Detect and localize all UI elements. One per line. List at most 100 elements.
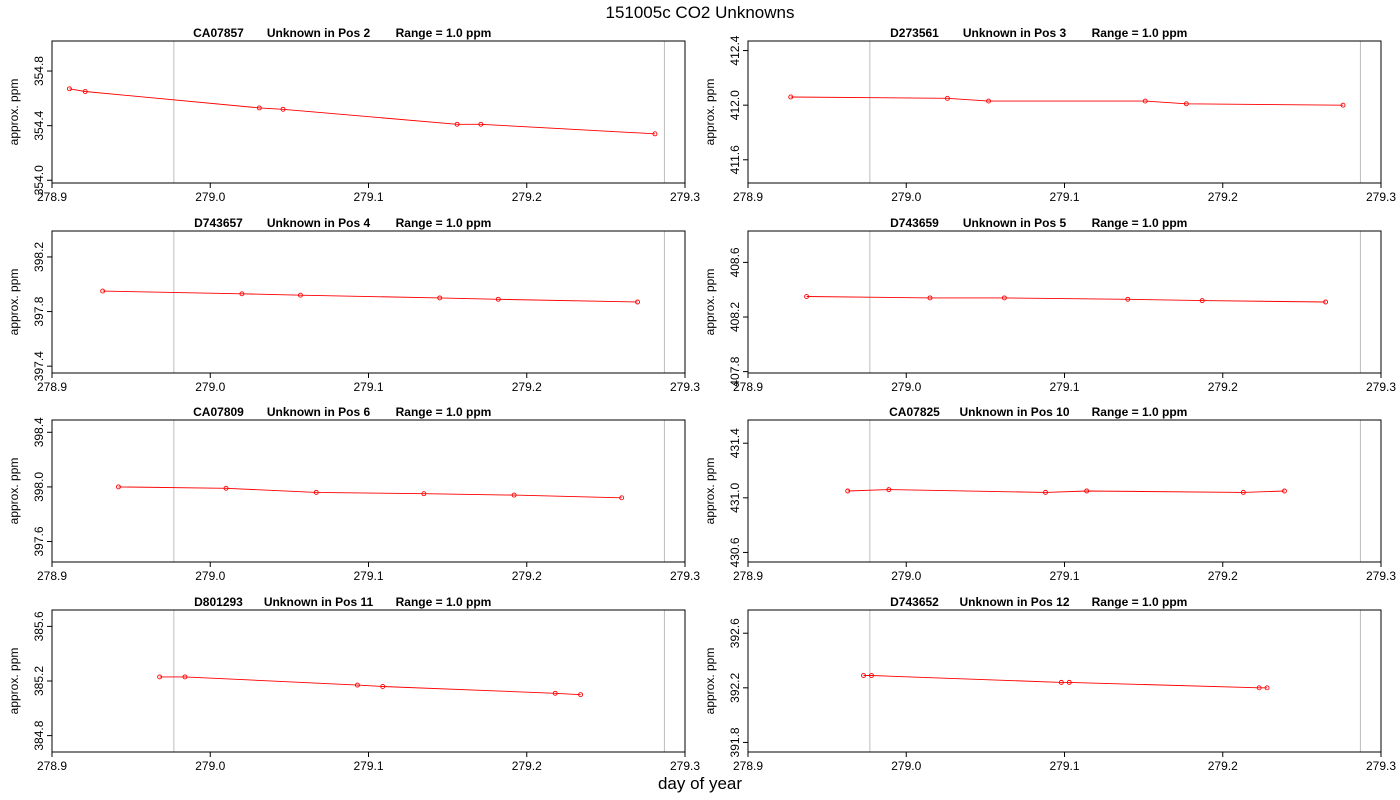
panel-5-xtick-label-5: 279.3 bbox=[670, 569, 700, 583]
chart-main-title: 151005c CO2 Unknowns bbox=[605, 3, 795, 22]
panel-6-y-axis-label: approx. ppm bbox=[703, 458, 717, 525]
panel-1-xtick-label-3: 279.1 bbox=[353, 190, 383, 204]
panel-6-point-5 bbox=[1240, 489, 1246, 495]
panel-1-point-1 bbox=[66, 86, 72, 92]
panel-3-xtick-label-5: 279.3 bbox=[670, 380, 700, 394]
panel-5-ytick-label-1: 397.6 bbox=[32, 526, 46, 556]
panel-5-point-1 bbox=[116, 484, 121, 490]
panel-3-ytick-label-1: 397.4 bbox=[32, 351, 46, 381]
panel-8-frame bbox=[747, 609, 1382, 753]
panel-2-y-axis-label: approx. ppm bbox=[703, 79, 717, 146]
panel-6-subtitle: Unknown in Pos 10 bbox=[959, 405, 1069, 419]
panel-5-range-text: Range = 1.0 ppm bbox=[396, 405, 492, 419]
panel-3-subtitle: Unknown in Pos 4 bbox=[267, 216, 371, 230]
panel-1-xtick-label-4: 279.2 bbox=[512, 190, 542, 204]
panel-5-point-4 bbox=[421, 491, 427, 497]
panel-3-xtick-label-1: 278.9 bbox=[37, 380, 67, 394]
panel-4-y-axis-label: approx. ppm bbox=[703, 269, 717, 336]
panel-5-xtick-label-3: 279.1 bbox=[353, 569, 383, 583]
panel-3-point-6 bbox=[635, 299, 640, 305]
panel-7-ytick-label-3: 385.6 bbox=[32, 611, 46, 641]
panel-8-point-4 bbox=[1066, 679, 1072, 685]
panel-5-frame bbox=[51, 419, 686, 563]
panel-1-point-2 bbox=[82, 89, 88, 94]
panel-8-point-2 bbox=[868, 673, 874, 678]
panel-8-point-6 bbox=[1264, 685, 1270, 691]
panel-8-point-5 bbox=[1256, 685, 1262, 691]
panel-2-xtick-label-1: 278.9 bbox=[733, 190, 763, 204]
panel-5-y-axis-label: approx. ppm bbox=[7, 458, 21, 525]
panel-8-xtick-label-2: 279.0 bbox=[891, 759, 921, 773]
panel-3-range-text: Range = 1.0 ppm bbox=[396, 216, 492, 230]
panel-8-point-1 bbox=[861, 673, 866, 678]
panel-1-point-7 bbox=[652, 131, 658, 137]
panel-5-ytick-label-2: 398.0 bbox=[32, 472, 46, 502]
panel-3-point-3 bbox=[298, 292, 303, 298]
panel-2-ytick-label-3: 412.4 bbox=[728, 35, 742, 65]
panel-2-ytick-label-1: 411.6 bbox=[728, 145, 742, 174]
panel-7-point-6 bbox=[578, 692, 584, 698]
panel-1-point-3 bbox=[256, 105, 262, 111]
panel-5-xtick-label-4: 279.2 bbox=[512, 569, 542, 583]
panel-1-range-text: Range = 1.0 ppm bbox=[396, 26, 492, 40]
panel-3-xtick-label-4: 279.2 bbox=[512, 380, 542, 394]
panel-2-point-5 bbox=[1183, 101, 1189, 107]
panel-8-xtick-label-1: 278.9 bbox=[733, 759, 763, 773]
panel-4-subtitle: Unknown in Pos 5 bbox=[963, 216, 1067, 230]
panel-3-xtick-label-2: 279.0 bbox=[195, 380, 225, 394]
panel-4-point-5 bbox=[1199, 298, 1205, 304]
panel-6-range-text: Range = 1.0 ppm bbox=[1092, 405, 1188, 419]
panel-5-xtick-label-1: 278.9 bbox=[37, 569, 67, 583]
panel-1-point-6 bbox=[478, 121, 484, 127]
panel-2-point-4 bbox=[1142, 98, 1148, 104]
panel-3-point-1 bbox=[100, 288, 106, 294]
panel-7-y-axis-label: approx. ppm bbox=[7, 648, 21, 715]
panel-7-point-1 bbox=[157, 674, 163, 680]
panel-4-xtick-label-3: 279.1 bbox=[1049, 380, 1079, 394]
panel-7-point-3 bbox=[354, 682, 360, 688]
panel-7-point-5 bbox=[552, 690, 558, 696]
panel-2-series-line bbox=[790, 96, 1344, 106]
panel-2-subtitle: Unknown in Pos 3 bbox=[963, 26, 1067, 40]
panel-8-id-label: D743652 bbox=[890, 595, 939, 609]
panel-8-xtick-label-3: 279.1 bbox=[1049, 759, 1079, 773]
panel-4-point-6 bbox=[1323, 299, 1329, 305]
panel-7-frame bbox=[51, 609, 686, 753]
panel-4-range-text: Range = 1.0 ppm bbox=[1092, 216, 1188, 230]
panel-8-y-axis-label: approx. ppm bbox=[703, 648, 717, 715]
panel-2-xtick-label-5: 279.3 bbox=[1366, 190, 1396, 204]
panel-8-subtitle: Unknown in Pos 12 bbox=[959, 595, 1069, 609]
panel-1-point-4 bbox=[280, 106, 286, 112]
panel-5-id-label: CA07809 bbox=[193, 405, 244, 419]
panel-7-range-text: Range = 1.0 ppm bbox=[396, 595, 492, 609]
panel-4-ytick-label-3: 408.6 bbox=[728, 247, 742, 277]
panel-3-ytick-label-2: 397.8 bbox=[32, 296, 46, 326]
panel-6-id-label: CA07825 bbox=[889, 405, 940, 419]
panel-7-xtick-label-5: 279.3 bbox=[670, 759, 700, 773]
panel-4-ytick-label-1: 407.8 bbox=[728, 356, 742, 386]
panel-4-xtick-label-5: 279.3 bbox=[1366, 380, 1396, 394]
panel-6-xtick-label-5: 279.3 bbox=[1366, 569, 1396, 583]
panel-3-point-2 bbox=[239, 291, 245, 297]
panel-2-id-label: D273561 bbox=[890, 26, 939, 40]
panel-6-ytick-label-2: 431.0 bbox=[728, 482, 742, 512]
panel-4-point-1 bbox=[804, 294, 810, 299]
panel-1-xtick-label-2: 279.0 bbox=[195, 190, 225, 204]
panel-8-xtick-label-5: 279.3 bbox=[1366, 759, 1396, 773]
panel-7-xtick-label-2: 279.0 bbox=[195, 759, 225, 773]
panel-4-ytick-label-2: 408.2 bbox=[728, 302, 742, 332]
panel-4-point-3 bbox=[1001, 295, 1007, 301]
panel-8-xtick-label-4: 279.2 bbox=[1208, 759, 1238, 773]
panel-7-ytick-label-1: 384.8 bbox=[32, 720, 46, 750]
panel-2-point-2 bbox=[944, 95, 950, 101]
panel-7-point-2 bbox=[182, 674, 188, 680]
panel-5-subtitle: Unknown in Pos 6 bbox=[267, 405, 371, 419]
panel-7-xtick-label-1: 278.9 bbox=[37, 759, 67, 773]
panel-7-xtick-label-4: 279.2 bbox=[512, 759, 542, 773]
panel-4-point-2 bbox=[927, 295, 933, 301]
panel-2-xtick-label-4: 279.2 bbox=[1208, 190, 1238, 204]
panel-4-point-4 bbox=[1125, 296, 1131, 302]
panel-6-ytick-label-3: 431.4 bbox=[728, 428, 742, 458]
panel-3-xtick-label-3: 279.1 bbox=[353, 380, 383, 394]
panel-7-series-line bbox=[159, 676, 581, 696]
